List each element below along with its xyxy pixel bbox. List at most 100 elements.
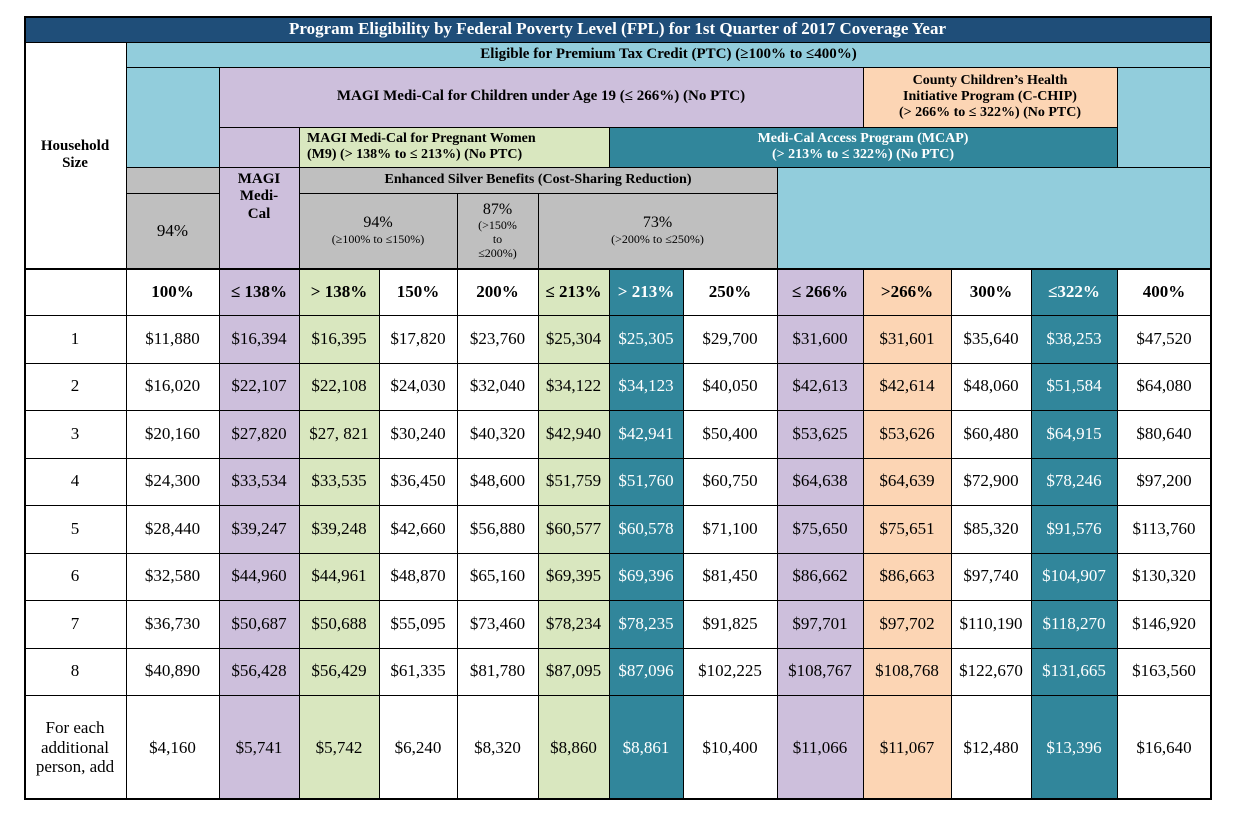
csr-87-block: 87% (>150% to ≤200%) [457,193,538,268]
grid-line [126,42,127,268]
income-cell: $78,246 [1031,457,1117,505]
grid-line [126,193,219,194]
income-cell: $60,750 [683,457,777,505]
grid-line [24,410,1212,411]
magi-medi-cal-header-line-1: MAGI [237,171,281,187]
grid-line [1117,268,1118,800]
income-cell: $87,096 [609,647,683,695]
fpl-column-header: 150% [379,268,457,315]
income-cell: $13,396 [1031,695,1117,800]
income-cell: $75,651 [863,505,951,553]
fpl-column-header: 300% [951,268,1031,315]
income-cell: $130,320 [1117,552,1211,600]
income-cell: $20,160 [126,410,219,458]
table-title: Program Eligibility by Federal Poverty L… [24,16,1211,42]
household-size-header-line-2: Size [62,155,88,171]
income-cell: $25,305 [609,315,683,363]
grid-line [24,362,1212,364]
csr-94-block-line-2: (≥100% to ≤150%) [331,231,425,246]
csr-87-block-line-1: 87% [482,200,513,218]
income-cell: $51,760 [609,457,683,505]
grid-line [1210,16,1212,800]
income-cell: $55,095 [379,600,457,648]
income-cell: $16,640 [1117,695,1211,800]
grid-line [538,193,539,268]
income-cell: $30,240 [379,410,457,458]
income-cell: $22,108 [299,362,379,410]
income-cell: $97,200 [1117,457,1211,505]
mcap-header-line-2: (> 213% to ≤ 322%) (No PTC) [771,147,955,162]
grid-line [126,268,127,800]
grid-line [24,798,1212,800]
income-cell: $69,396 [609,552,683,600]
grid-line [951,268,952,800]
grid-line [538,268,539,800]
income-cell: $51,759 [538,457,609,505]
income-cell: $97,701 [777,600,863,648]
income-cell: $34,122 [538,362,609,410]
grid-line [1117,67,1118,167]
grid-line [457,193,458,268]
income-cell: $16,395 [299,315,379,363]
household-size-cell: 4 [24,457,126,505]
income-cell: $42,941 [609,410,683,458]
pregnant-women-header-line-2: (M9) (> 138% to ≤ 213%) (No PTC) [307,147,523,162]
income-cell: $108,768 [863,647,951,695]
income-cell: $36,730 [126,600,219,648]
income-cell: $97,702 [863,600,951,648]
pct-row-label [24,268,126,315]
income-cell: $61,335 [379,647,457,695]
income-cell: $33,534 [219,457,299,505]
sky-fill-right [1117,67,1211,167]
income-cell: $31,600 [777,315,863,363]
income-cell: $44,961 [299,552,379,600]
fpl-column-header: > 213% [609,268,683,315]
household-size-header: Household Size [24,42,126,268]
grid-line [863,127,1117,128]
income-cell: $4,160 [126,695,219,800]
income-cell: $53,626 [863,410,951,458]
income-cell: $11,066 [777,695,863,800]
csr-94-first: 94% [126,193,219,268]
income-cell: $34,123 [609,362,683,410]
ptc-header: Eligible for Premium Tax Credit (PTC) (≥… [126,42,1211,67]
pregnant-women-header: MAGI Medi-Cal for Pregnant Women (M9) (> … [299,127,609,167]
household-size-cell: 3 [24,410,126,458]
household-size-cell: 8 [24,647,126,695]
income-cell: $5,741 [219,695,299,800]
income-cell: $64,080 [1117,362,1211,410]
income-cell: $122,670 [951,647,1031,695]
fpl-column-header: ≤322% [1031,268,1117,315]
income-cell: $40,050 [683,362,777,410]
income-cell: $28,440 [126,505,219,553]
silver-header: Enhanced Silver Benefits (Cost-Sharing R… [299,167,777,193]
income-cell: $48,600 [457,457,538,505]
income-cell: $35,640 [951,315,1031,363]
grid-line [457,268,458,800]
grid-line [683,268,684,800]
income-cell: $24,300 [126,457,219,505]
income-cell: $163,560 [1117,647,1211,695]
csr-73-block: 73% (>200% to ≤250%) [538,193,777,268]
income-cell: $53,625 [777,410,863,458]
income-cell: $60,577 [538,505,609,553]
grid-line [24,600,1212,601]
fpl-column-header: 200% [457,268,538,315]
income-cell: $91,576 [1031,505,1117,553]
income-cell: $60,480 [951,410,1031,458]
income-cell: $56,429 [299,647,379,695]
income-cell: $113,760 [1117,505,1211,553]
income-cell: $64,638 [777,457,863,505]
household-size-cell: For each additional person, add [24,695,126,800]
income-cell: $86,662 [777,552,863,600]
grid-line [126,167,1211,168]
income-cell: $42,940 [538,410,609,458]
income-cell: $29,700 [683,315,777,363]
income-cell: $50,687 [219,600,299,648]
income-cell: $17,820 [379,315,457,363]
income-cell: $40,320 [457,410,538,458]
income-cell: $33,535 [299,457,379,505]
income-cell: $131,665 [1031,647,1117,695]
grid-line [24,16,26,800]
income-cell: $78,234 [538,600,609,648]
